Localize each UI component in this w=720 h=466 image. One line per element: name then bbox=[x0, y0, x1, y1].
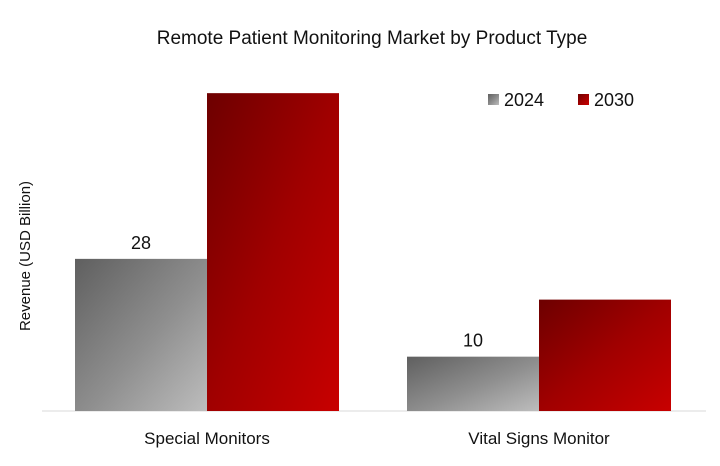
data-label-2024-vital-signs-monitor: 10 bbox=[463, 331, 483, 351]
chart-title: Remote Patient Monitoring Market by Prod… bbox=[157, 28, 588, 49]
labels-layer: 28 Special Monitors 10 Vital Signs Monitor bbox=[131, 233, 610, 448]
bar-2030-vital-signs-monitor bbox=[539, 299, 671, 411]
bar-2030-special-monitors bbox=[207, 93, 339, 412]
x-tick-label-special-monitors: Special Monitors bbox=[144, 429, 270, 448]
data-label-2024-special-monitors: 28 bbox=[131, 233, 151, 253]
x-tick-label-vital-signs-monitor: Vital Signs Monitor bbox=[468, 429, 610, 448]
bar-2024-special-monitors bbox=[75, 258, 207, 411]
legend: 2024 2030 bbox=[488, 90, 634, 110]
bars-layer bbox=[75, 93, 671, 412]
legend-label-2024: 2024 bbox=[504, 90, 544, 110]
legend-swatch-2030 bbox=[578, 94, 589, 105]
legend-label-2030: 2030 bbox=[594, 90, 634, 110]
legend-swatch-2024 bbox=[488, 94, 499, 105]
y-axis-label: Revenue (USD Billion) bbox=[17, 181, 34, 331]
bar-2024-vital-signs-monitor bbox=[407, 356, 539, 411]
